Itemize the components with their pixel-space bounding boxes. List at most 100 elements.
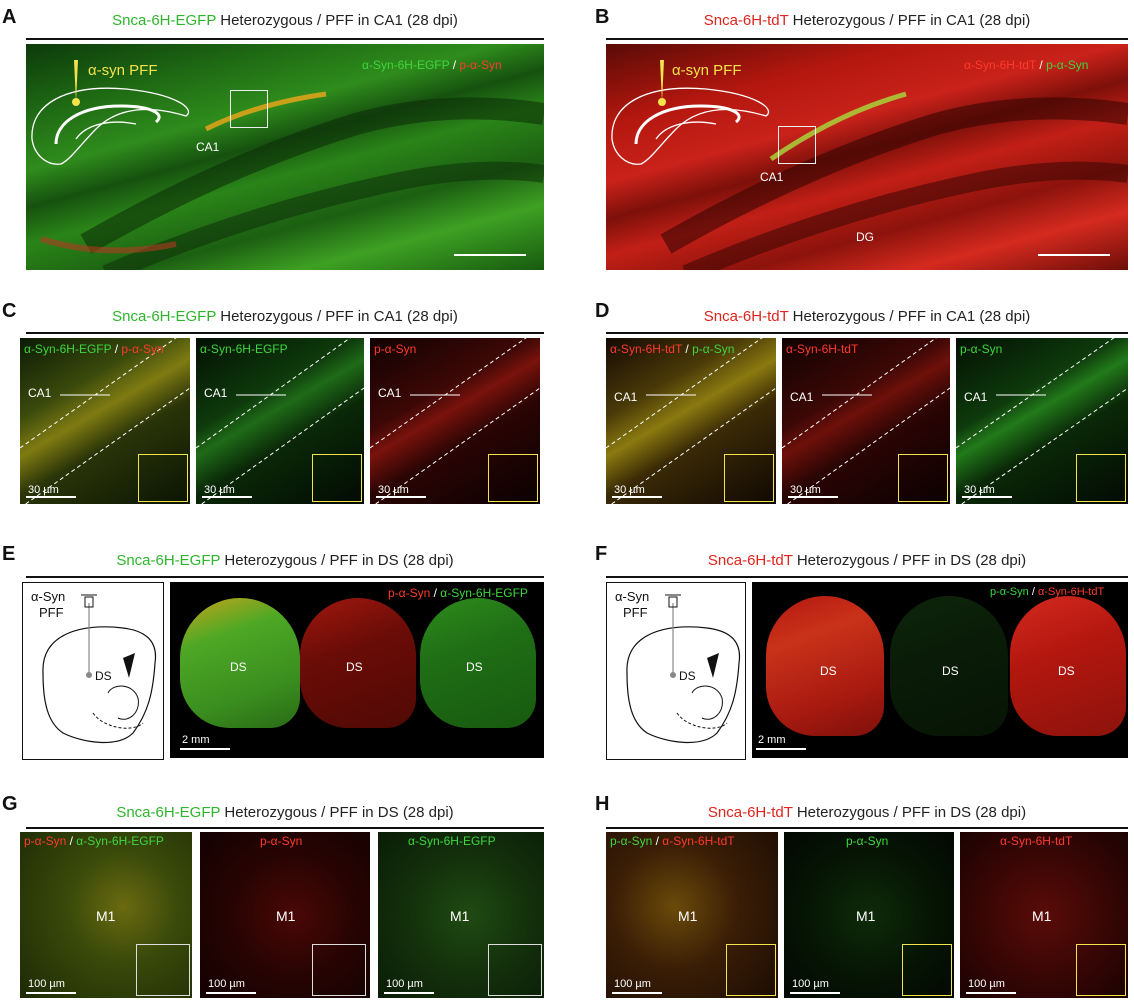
panel-a-region-label: CA1 bbox=[196, 140, 220, 154]
panel-f-section-red bbox=[1010, 596, 1126, 736]
panel-g-green-scale-text: 100 µm bbox=[386, 978, 423, 990]
panel-d-red-overlay bbox=[782, 338, 950, 504]
panel-h-green-region: M1 bbox=[856, 908, 876, 924]
panel-h-merge-inset bbox=[726, 944, 776, 996]
panel-g-merge-legend: p-α-Syn / α-Syn-6H-EGFP bbox=[24, 834, 164, 848]
panel-label-a: A bbox=[2, 6, 17, 28]
panel-h-merge-region: M1 bbox=[678, 908, 698, 924]
panel-f-scale-bar bbox=[756, 748, 806, 750]
panel-d-red-legend: α-Syn-6H-tdT bbox=[786, 342, 859, 356]
panel-h-green: p-α-Syn M1 100 µm bbox=[784, 832, 954, 998]
panel-label-d: D bbox=[595, 300, 610, 322]
panel-c-merge-overlay bbox=[20, 338, 190, 504]
panel-e-section-green bbox=[420, 598, 536, 728]
panel-e-sections: DS DS DS p-α-Syn / α-Syn-6H-EGFP 2 mm bbox=[170, 582, 544, 758]
panel-a-micrograph: α-syn PFF α-Syn-6H-EGFP / p-α-Syn CA1 bbox=[26, 44, 544, 270]
panel-c-green-legend: α-Syn-6H-EGFP bbox=[200, 342, 288, 356]
panel-e-scale-text: 2 mm bbox=[182, 734, 210, 746]
panel-f-schem-region: DS bbox=[679, 669, 696, 683]
panel-c-green-region: CA1 bbox=[204, 386, 228, 400]
panel-b-overlay bbox=[611, 60, 1128, 270]
panel-e-legend: p-α-Syn / α-Syn-6H-EGFP bbox=[388, 586, 528, 600]
panel-d-red-scale-bar bbox=[788, 496, 838, 498]
panel-h-merge: p-α-Syn / α-Syn-6H-tdT M1 100 µm bbox=[606, 832, 778, 998]
panel-g-green-inset bbox=[488, 944, 542, 996]
panel-d-green-inset bbox=[1076, 454, 1126, 502]
panel-c-merge-legend: α-Syn-6H-EGFP / p-α-Syn bbox=[24, 342, 164, 356]
panel-label-g: G bbox=[2, 793, 18, 815]
panel-c-green-scale-text: 30 µm bbox=[204, 484, 235, 496]
panel-e-region-3: DS bbox=[466, 660, 483, 674]
panel-b-micrograph: α-syn PFF α-Syn-6H-tdT / p-α-Syn CA1 DG bbox=[606, 44, 1128, 270]
panel-d-title: Snca-6H-tdT Heterozygous / PFF in CA1 (2… bbox=[703, 308, 1031, 325]
panel-g-red-region: M1 bbox=[276, 908, 296, 924]
panel-label-h: H bbox=[595, 793, 610, 815]
panel-label-e: E bbox=[2, 543, 16, 565]
panel-d-green-scale-text: 30 µm bbox=[964, 484, 995, 496]
panel-c-red-legend: p-α-Syn bbox=[374, 342, 417, 356]
panel-c-merge-inset bbox=[138, 454, 188, 502]
panel-f-rule bbox=[606, 576, 1128, 578]
panel-e-scale-bar bbox=[180, 748, 230, 750]
panel-e-schematic: α-Syn PFF DS bbox=[22, 582, 164, 760]
panel-f-sections: DS DS DS p-α-Syn / α-Syn-6H-tdT 2 mm bbox=[752, 582, 1128, 758]
panel-a-legend: α-Syn-6H-EGFP / p-α-Syn bbox=[362, 58, 502, 72]
panel-g-green-legend: α-Syn-6H-EGFP bbox=[408, 834, 496, 848]
panel-h-green-scale-bar bbox=[790, 992, 840, 994]
panel-g-green: α-Syn-6H-EGFP M1 100 µm bbox=[378, 832, 544, 998]
panel-g-red-scale-text: 100 µm bbox=[208, 978, 245, 990]
panel-f-region-1: DS bbox=[820, 664, 837, 678]
panel-g-red: p-α-Syn M1 100 µm bbox=[200, 832, 370, 998]
panel-a-pff-label: α-syn PFF bbox=[88, 62, 158, 79]
panel-h-red: α-Syn-6H-tdT M1 100 µm bbox=[960, 832, 1128, 998]
panel-h-title: Snca-6H-tdT Heterozygous / PFF in DS (28… bbox=[707, 804, 1027, 821]
panel-f-brain-diagram bbox=[626, 594, 741, 744]
panel-f-region-2: DS bbox=[942, 664, 959, 678]
panel-c-red-scale-text: 30 µm bbox=[378, 484, 409, 496]
panel-a-roi-box bbox=[230, 90, 268, 128]
panel-g-merge-inset bbox=[136, 944, 190, 996]
panel-e-title: Snca-6H-EGFP Heterozygous / PFF in DS (2… bbox=[116, 552, 454, 569]
panel-c-red-inset bbox=[488, 454, 538, 502]
panel-h-red-scale-bar bbox=[966, 992, 1016, 994]
panel-d-merge-scale-bar bbox=[612, 496, 662, 498]
panel-d-merge-scale-text: 30 µm bbox=[614, 484, 645, 496]
panel-g-green-region: M1 bbox=[450, 908, 470, 924]
panel-b-rule bbox=[606, 38, 1128, 40]
panel-b-pff-label: α-syn PFF bbox=[672, 62, 742, 79]
panel-d-merge-overlay bbox=[606, 338, 776, 504]
panel-b-scale-bar bbox=[1038, 254, 1110, 256]
panel-f-region-3: DS bbox=[1058, 664, 1075, 678]
panel-e-brain-diagram bbox=[42, 594, 157, 744]
panel-h-green-legend: p-α-Syn bbox=[846, 834, 889, 848]
panel-g-title: Snca-6H-EGFP Heterozygous / PFF in DS (2… bbox=[116, 804, 454, 821]
panel-e-section-merge bbox=[180, 598, 300, 728]
panel-h-green-scale-text: 100 µm bbox=[792, 978, 829, 990]
panel-c-red-region: CA1 bbox=[378, 386, 402, 400]
panel-h-merge-legend: p-α-Syn / α-Syn-6H-tdT bbox=[610, 834, 735, 848]
panel-d-red-inset bbox=[898, 454, 948, 502]
panel-e-schem-region: DS bbox=[95, 669, 112, 683]
panel-d-green-overlay bbox=[956, 338, 1128, 504]
panel-h-red-legend: α-Syn-6H-tdT bbox=[1000, 834, 1073, 848]
panel-e-region-1: DS bbox=[230, 660, 247, 674]
panel-c-title: Snca-6H-EGFP Heterozygous / PFF in CA1 (… bbox=[112, 308, 458, 325]
panel-e-schem-label-1: α-Syn bbox=[31, 589, 66, 604]
panel-d-rule bbox=[606, 332, 1128, 334]
panel-d-red-scale-text: 30 µm bbox=[790, 484, 821, 496]
panel-c-rule bbox=[26, 332, 544, 334]
panel-d-merge-region: CA1 bbox=[614, 390, 638, 404]
panel-c-green-scale-bar bbox=[202, 496, 252, 498]
panel-h-red-scale-text: 100 µm bbox=[968, 978, 1005, 990]
panel-c-merge-scale-text: 30 µm bbox=[28, 484, 59, 496]
panel-c-merge-scale-bar bbox=[26, 496, 76, 498]
panel-h-green-inset bbox=[902, 944, 952, 996]
panel-h-merge-scale-bar bbox=[612, 992, 662, 994]
panel-label-c: C bbox=[2, 300, 17, 322]
panel-b-region-label: CA1 bbox=[760, 170, 784, 184]
panel-a-overlay bbox=[31, 60, 544, 270]
panel-g-merge-region: M1 bbox=[96, 908, 116, 924]
panel-h-red-region: M1 bbox=[1032, 908, 1052, 924]
panel-g-merge-scale-bar bbox=[26, 992, 76, 994]
panel-f-schematic: α-Syn PFF DS bbox=[606, 582, 746, 760]
